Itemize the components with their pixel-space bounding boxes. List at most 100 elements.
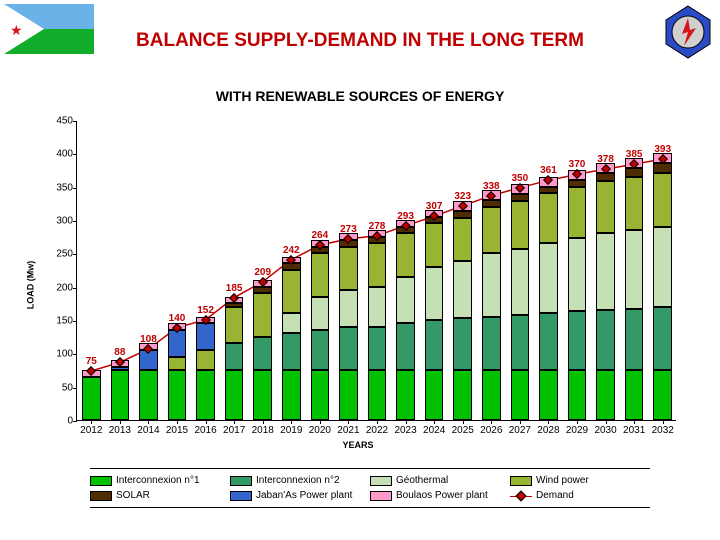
legend-swatch-icon	[90, 476, 112, 486]
bar-segment-wind	[168, 357, 187, 370]
bar-segment-geo	[425, 267, 444, 320]
legend-swatch-line-icon	[510, 491, 532, 501]
bar-segment-wind	[253, 293, 272, 336]
bar-segment-wind	[568, 187, 587, 238]
demand-value-label: 108	[140, 334, 157, 345]
bar-segment-jaban	[168, 330, 187, 357]
y-tick: 300	[43, 216, 73, 227]
stacked-bar	[596, 163, 615, 420]
x-tick: 2023	[394, 425, 416, 436]
bar-segment-jaban	[196, 323, 215, 350]
bar-segment-inter1	[625, 370, 644, 420]
demand-value-label: 378	[597, 154, 614, 165]
y-tick: 0	[43, 416, 73, 427]
y-axis-label: LOAD (Mw)	[25, 261, 35, 310]
stacked-bar	[653, 153, 672, 420]
x-tick: 2021	[337, 425, 359, 436]
legend-swatch-icon	[370, 491, 392, 501]
bar-segment-wind	[453, 218, 472, 261]
stacked-bar	[368, 230, 387, 420]
bar-segment-inter2	[253, 337, 272, 370]
x-tick: 2028	[537, 425, 559, 436]
bar-segment-inter1	[482, 370, 501, 420]
legend-item: SOLAR	[90, 490, 230, 501]
x-tick: 2020	[309, 425, 331, 436]
demand-value-label: 338	[483, 181, 500, 192]
bar-segment-wind	[511, 201, 530, 249]
bar-segment-wind	[625, 177, 644, 230]
bar-segment-wind	[368, 243, 387, 286]
bar-segment-wind	[482, 207, 501, 254]
x-tick: 2015	[166, 425, 188, 436]
stacked-bar	[82, 370, 101, 420]
bar-segment-inter1	[196, 370, 215, 420]
bar-segment-inter2	[596, 310, 615, 370]
y-tick: 150	[43, 316, 73, 327]
bar-segment-inter2	[311, 330, 330, 370]
legend-label: Wind power	[536, 475, 589, 486]
bar-segment-inter1	[311, 370, 330, 420]
bar-segment-geo	[339, 290, 358, 327]
demand-value-label: 278	[369, 221, 386, 232]
bar-segment-inter1	[282, 370, 301, 420]
demand-value-label: 350	[512, 173, 529, 184]
stacked-bar	[111, 360, 130, 420]
x-tick: 2032	[652, 425, 674, 436]
legend-item: Interconnexion n°1	[90, 475, 230, 486]
bar-segment-inter2	[539, 313, 558, 370]
chart-subtitle: WITH RENEWABLE SOURCES OF ENERGY	[0, 88, 720, 104]
bar-segment-wind	[339, 247, 358, 290]
y-tick: 250	[43, 249, 73, 260]
x-tick: 2017	[223, 425, 245, 436]
bar-segment-inter2	[396, 323, 415, 370]
bar-segment-wind	[225, 307, 244, 344]
stacked-bar	[282, 257, 301, 420]
stacked-bar	[225, 297, 244, 420]
bar-segment-solar	[482, 200, 501, 207]
bar-segment-inter1	[225, 370, 244, 420]
demand-value-label: 370	[569, 159, 586, 170]
x-tick: 2014	[137, 425, 159, 436]
legend-label: SOLAR	[116, 490, 150, 501]
legend-swatch-icon	[230, 491, 252, 501]
bar-segment-wind	[196, 350, 215, 370]
bar-segment-inter1	[368, 370, 387, 420]
legend-label: Jaban'As Power plant	[256, 490, 352, 501]
legend-label: Boulaos Power plant	[396, 490, 488, 501]
legend: Interconnexion n°1 Interconnexion n°2 Géot…	[90, 468, 650, 508]
bar-segment-inter2	[339, 327, 358, 370]
demand-value-label: 307	[426, 201, 443, 212]
bar-segment-solar	[568, 180, 587, 187]
bar-segment-inter1	[339, 370, 358, 420]
bar-segment-geo	[625, 230, 644, 309]
bar-segment-solar	[225, 303, 244, 306]
y-tick: 450	[43, 116, 73, 127]
bar-segment-inter1	[596, 370, 615, 420]
stacked-bar	[396, 220, 415, 420]
bar-segment-inter1	[653, 370, 672, 420]
bar-segment-solar	[453, 211, 472, 218]
x-tick: 2016	[194, 425, 216, 436]
demand-value-label: 75	[86, 356, 97, 367]
stacked-bar	[253, 280, 272, 420]
legend-swatch-icon	[510, 476, 532, 486]
bar-segment-inter2	[511, 315, 530, 370]
legend-label: Géothermal	[396, 475, 448, 486]
demand-value-label: 152	[197, 305, 214, 316]
legend-swatch-icon	[370, 476, 392, 486]
bar-segment-inter2	[482, 317, 501, 370]
bar-segment-inter1	[453, 370, 472, 420]
bar-segment-geo	[282, 313, 301, 333]
legend-item: Jaban'As Power plant	[230, 490, 370, 501]
chart-area: LOAD (Mw) 050100150200250300350400450201…	[28, 115, 688, 455]
demand-value-label: 385	[626, 149, 643, 160]
legend-label: Interconnexion n°1	[116, 475, 200, 486]
x-tick: 2018	[252, 425, 274, 436]
legend-swatch-icon	[230, 476, 252, 486]
y-tick: 200	[43, 282, 73, 293]
bar-segment-wind	[653, 173, 672, 226]
legend-label: Interconnexion n°2	[256, 475, 340, 486]
stacked-bar	[425, 210, 444, 420]
x-tick: 2031	[623, 425, 645, 436]
x-tick: 2013	[109, 425, 131, 436]
